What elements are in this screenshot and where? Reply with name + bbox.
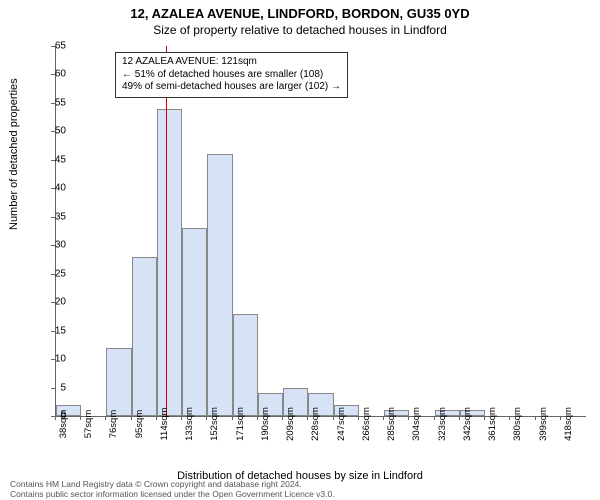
x-tick-mark: [282, 416, 283, 420]
x-tick-mark: [535, 416, 536, 420]
x-tick-label: 285sqm: [386, 407, 397, 441]
chart-area: 38sqm57sqm76sqm95sqm114sqm133sqm152sqm17…: [55, 46, 585, 416]
x-tick-label: 380sqm: [512, 407, 523, 441]
footer-line-1: Contains HM Land Registry data © Crown c…: [10, 479, 335, 489]
histogram-bar: [157, 109, 182, 416]
y-tick-label: 15: [41, 325, 66, 336]
x-tick-mark: [509, 416, 510, 420]
y-tick-label: 40: [41, 183, 66, 194]
histogram-bar: [182, 228, 207, 416]
histogram-bar: [207, 154, 232, 416]
histogram-bar: [106, 348, 131, 416]
y-tick-label: 45: [41, 154, 66, 165]
x-tick-mark: [333, 416, 334, 420]
x-tick-label: 190sqm: [260, 407, 271, 441]
x-tick-label: 228sqm: [310, 407, 321, 441]
x-tick-label: 76sqm: [108, 410, 119, 439]
y-tick-label: 5: [41, 382, 66, 393]
x-tick-mark: [560, 416, 561, 420]
x-tick-mark: [434, 416, 435, 420]
footer-attribution: Contains HM Land Registry data © Crown c…: [10, 479, 335, 499]
y-tick-label: 30: [41, 240, 66, 251]
x-tick-mark: [156, 416, 157, 420]
x-tick-label: 133sqm: [184, 407, 195, 441]
chart-title-1: 12, AZALEA AVENUE, LINDFORD, BORDON, GU3…: [0, 0, 600, 21]
y-tick-label: 0: [41, 411, 66, 422]
x-tick-mark: [307, 416, 308, 420]
y-tick-label: 65: [41, 41, 66, 52]
y-tick-label: 35: [41, 211, 66, 222]
x-tick-label: 209sqm: [285, 407, 296, 441]
x-tick-label: 152sqm: [209, 407, 220, 441]
x-tick-mark: [459, 416, 460, 420]
chart-container: 12, AZALEA AVENUE, LINDFORD, BORDON, GU3…: [0, 0, 600, 500]
x-tick-mark: [105, 416, 106, 420]
x-tick-label: 399sqm: [538, 407, 549, 441]
y-tick-label: 50: [41, 126, 66, 137]
x-tick-mark: [484, 416, 485, 420]
x-tick-label: 247sqm: [336, 407, 347, 441]
x-tick-mark: [131, 416, 132, 420]
x-tick-label: 323sqm: [437, 407, 448, 441]
x-tick-label: 266sqm: [361, 407, 372, 441]
y-tick-label: 20: [41, 297, 66, 308]
x-tick-mark: [383, 416, 384, 420]
x-tick-mark: [232, 416, 233, 420]
x-tick-mark: [80, 416, 81, 420]
chart-title-2: Size of property relative to detached ho…: [0, 21, 600, 37]
x-tick-label: 171sqm: [235, 407, 246, 441]
annotation-line: 12 AZALEA AVENUE: 121sqm: [122, 56, 341, 69]
y-axis-label: Number of detached properties: [8, 78, 20, 230]
y-tick-label: 55: [41, 97, 66, 108]
x-tick-mark: [257, 416, 258, 420]
x-tick-mark: [206, 416, 207, 420]
plot-region: [55, 46, 586, 417]
x-tick-mark: [358, 416, 359, 420]
annotation-line: 49% of semi-detached houses are larger (…: [122, 81, 341, 94]
y-tick-label: 25: [41, 268, 66, 279]
annotation-line: ← 51% of detached houses are smaller (10…: [122, 69, 341, 82]
x-tick-label: 418sqm: [563, 407, 574, 441]
footer-line-2: Contains public sector information licen…: [10, 489, 335, 499]
y-tick-label: 10: [41, 354, 66, 365]
x-tick-label: 95sqm: [134, 410, 145, 439]
x-tick-label: 304sqm: [411, 407, 422, 441]
x-tick-label: 361sqm: [487, 407, 498, 441]
reference-line: [166, 46, 167, 416]
histogram-bar: [233, 314, 258, 416]
y-tick-label: 60: [41, 69, 66, 80]
x-tick-label: 57sqm: [83, 410, 94, 439]
x-tick-mark: [181, 416, 182, 420]
x-tick-label: 114sqm: [159, 407, 170, 440]
x-tick-mark: [408, 416, 409, 420]
histogram-bar: [132, 257, 157, 416]
x-tick-label: 342sqm: [462, 407, 473, 441]
annotation-box: 12 AZALEA AVENUE: 121sqm← 51% of detache…: [115, 52, 348, 98]
